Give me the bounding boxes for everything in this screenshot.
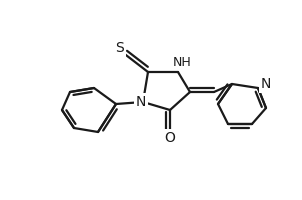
Text: O: O <box>165 131 175 145</box>
Text: S: S <box>116 41 124 55</box>
Text: NH: NH <box>173 55 191 68</box>
Text: N: N <box>261 77 271 91</box>
Text: N: N <box>136 95 146 109</box>
